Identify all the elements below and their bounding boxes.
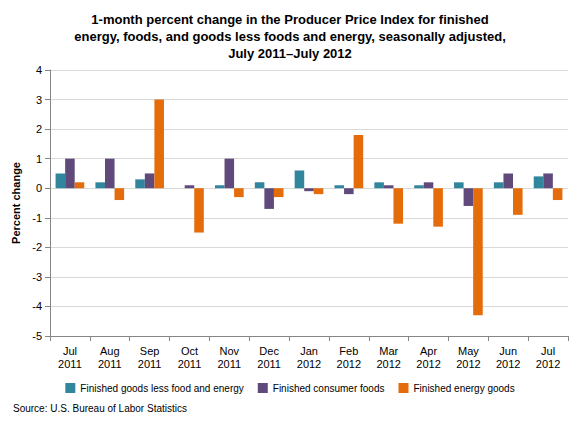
- svg-text:Oct: Oct: [181, 345, 198, 357]
- svg-text:2011: 2011: [98, 358, 122, 370]
- svg-text:May: May: [458, 345, 479, 357]
- svg-text:Percent change: Percent change: [10, 162, 22, 244]
- svg-text:2012: 2012: [376, 358, 400, 370]
- svg-text:Aug: Aug: [100, 345, 120, 357]
- svg-text:2012: 2012: [536, 358, 560, 370]
- svg-text:Jun: Jun: [499, 345, 517, 357]
- svg-text:Jul: Jul: [541, 345, 555, 357]
- svg-text:Apr: Apr: [420, 345, 437, 357]
- svg-text:energy, foods, and goods less: energy, foods, and goods less foods and …: [74, 29, 506, 44]
- svg-text:1: 1: [36, 153, 42, 165]
- svg-text:2012: 2012: [416, 358, 440, 370]
- svg-text:2011: 2011: [257, 358, 281, 370]
- svg-text:Finished goods less food and e: Finished goods less food and energy: [80, 383, 243, 394]
- svg-text:-1: -1: [32, 212, 42, 224]
- svg-text:2012: 2012: [496, 358, 520, 370]
- svg-text:2011: 2011: [178, 358, 202, 370]
- svg-text:0: 0: [36, 182, 42, 194]
- svg-text:Jul: Jul: [63, 345, 77, 357]
- svg-text:1-month percent change in the: 1-month percent change in the Producer P…: [91, 12, 488, 27]
- svg-text:Mar: Mar: [379, 345, 398, 357]
- svg-text:4: 4: [36, 64, 42, 76]
- svg-text:2012: 2012: [337, 358, 361, 370]
- svg-text:Dec: Dec: [259, 345, 279, 357]
- svg-text:Feb: Feb: [339, 345, 358, 357]
- svg-text:July 2011–July 2012: July 2011–July 2012: [228, 46, 352, 61]
- svg-text:Source: U.S. Bureau of Labor S: Source: U.S. Bureau of Labor Statistics: [13, 403, 187, 414]
- svg-text:2: 2: [36, 123, 42, 135]
- svg-text:Finished energy goods: Finished energy goods: [413, 383, 514, 394]
- svg-text:Nov: Nov: [220, 345, 240, 357]
- svg-text:2011: 2011: [217, 358, 241, 370]
- svg-text:3: 3: [36, 94, 42, 106]
- svg-text:2012: 2012: [456, 358, 480, 370]
- svg-text:2012: 2012: [297, 358, 321, 370]
- svg-text:-4: -4: [32, 300, 42, 312]
- svg-text:-3: -3: [32, 271, 42, 283]
- svg-text:2011: 2011: [138, 358, 162, 370]
- svg-text:Jan: Jan: [300, 345, 318, 357]
- svg-text:Finished consumer foods: Finished consumer foods: [273, 383, 385, 394]
- svg-text:-2: -2: [32, 241, 42, 253]
- svg-text:Sep: Sep: [140, 345, 160, 357]
- svg-text:2011: 2011: [58, 358, 82, 370]
- svg-text:-5: -5: [32, 330, 42, 342]
